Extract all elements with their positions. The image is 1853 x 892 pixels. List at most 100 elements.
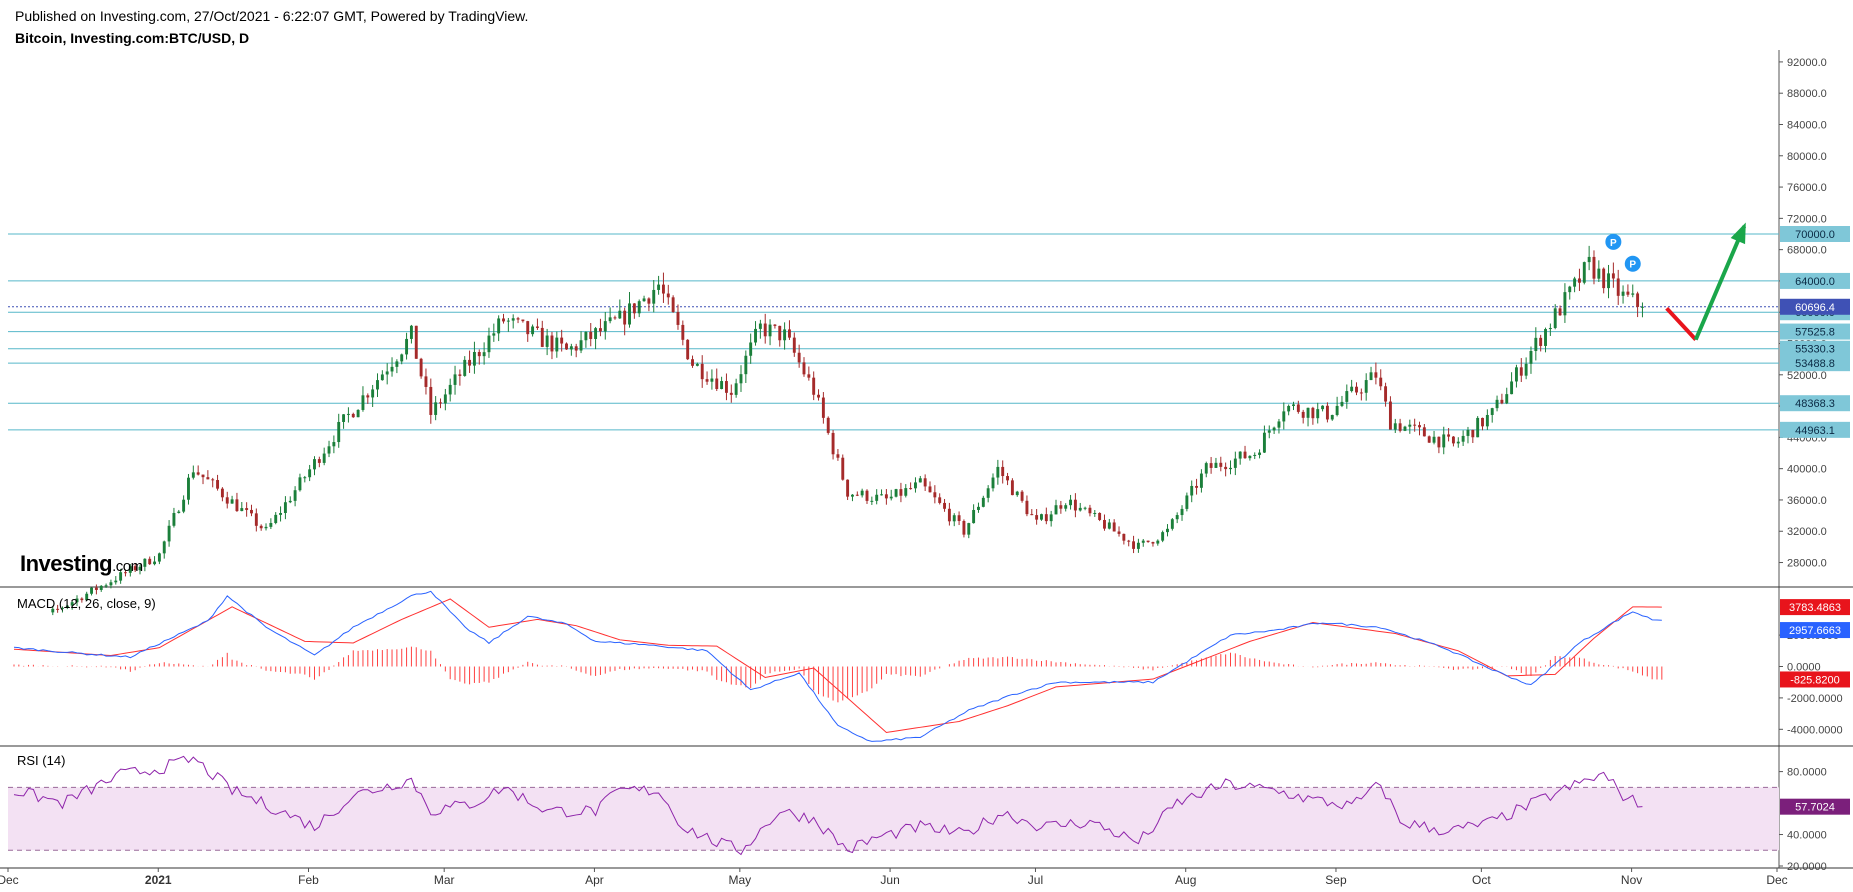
rsi-tick-label: 80.0000: [1787, 767, 1827, 779]
candle-body: [1350, 386, 1354, 392]
candle: [288, 496, 292, 504]
candle-body: [293, 490, 297, 501]
pattern-marker: P: [1605, 233, 1622, 250]
candle: [114, 576, 118, 585]
candle-body: [361, 395, 365, 410]
candle-body: [851, 494, 854, 497]
histogram-value-label: -825.8200: [1780, 671, 1850, 688]
candle-body: [109, 582, 113, 586]
candle-body: [487, 335, 491, 353]
candle: [846, 479, 850, 501]
candle-body: [1258, 452, 1262, 455]
candle-body: [75, 598, 79, 603]
candle: [337, 413, 341, 448]
candle-body: [894, 489, 898, 497]
macd-tick-label: -2000.0000: [1787, 693, 1843, 705]
candle: [201, 474, 205, 485]
marker-label: P: [1629, 260, 1636, 271]
candle: [356, 409, 360, 418]
candle-body: [1393, 423, 1397, 430]
candle-body: [313, 459, 316, 470]
candle-body: [1010, 480, 1014, 496]
candle-body: [201, 474, 205, 478]
candle-body: [157, 553, 161, 562]
candle-body: [1015, 491, 1019, 496]
symbol-title: Bitcoin, Investing.com:BTC/USD, D: [15, 30, 250, 46]
candle-body: [1573, 278, 1577, 287]
candle: [1204, 461, 1208, 478]
candle: [715, 368, 719, 392]
candle-body: [511, 318, 515, 321]
candle-body: [400, 354, 404, 362]
candle: [691, 355, 694, 368]
candle-body: [1049, 514, 1053, 522]
candle: [1098, 512, 1102, 522]
candle-body: [1151, 542, 1155, 544]
candle: [952, 513, 956, 527]
candle: [182, 495, 186, 514]
candle: [487, 327, 491, 358]
candle: [279, 506, 283, 522]
candle-body: [521, 319, 525, 322]
rsi-pane[interactable]: RSI (14): [8, 753, 1779, 856]
candle: [1122, 533, 1126, 545]
candle: [211, 477, 215, 488]
candle-body: [1306, 407, 1310, 418]
candle: [598, 318, 602, 337]
candle: [303, 475, 307, 483]
candle: [1335, 396, 1339, 417]
candle: [647, 297, 651, 312]
candle: [216, 474, 220, 491]
candle: [957, 511, 961, 526]
candle: [1398, 418, 1402, 433]
candle-body: [545, 335, 549, 347]
candle: [943, 498, 946, 512]
macd-pane[interactable]: MACD (12, 26, close, 9): [13, 590, 1663, 742]
price-pane[interactable]: PP: [8, 222, 1779, 616]
candle: [1287, 404, 1291, 416]
candle-body: [1321, 405, 1325, 410]
candle-body: [128, 566, 132, 573]
candle-body: [1359, 392, 1363, 394]
candle: [792, 332, 796, 357]
marker-label: P: [1610, 238, 1617, 249]
candle: [710, 369, 714, 390]
candle: [1117, 526, 1121, 537]
candle-body: [991, 477, 995, 489]
candle: [1427, 435, 1431, 443]
candle-body: [579, 340, 583, 351]
candle: [1524, 357, 1528, 380]
candle: [1519, 358, 1523, 382]
candle: [1481, 417, 1484, 431]
candle-body: [569, 346, 573, 350]
candle: [574, 343, 578, 358]
candle-body: [254, 513, 258, 526]
candle: [264, 523, 268, 531]
candle: [385, 363, 389, 385]
price-tick-label: 84000.0: [1787, 119, 1827, 131]
candle-body: [1233, 458, 1237, 468]
candle-body: [1292, 404, 1295, 406]
candle: [1146, 540, 1150, 543]
candle: [1413, 418, 1417, 432]
candle: [778, 325, 782, 347]
candle: [109, 579, 113, 589]
candle: [923, 474, 927, 491]
level-label: 44963.1: [1780, 421, 1850, 438]
candle: [889, 489, 893, 501]
candle-body: [1325, 405, 1329, 420]
signal-line: [13, 598, 1662, 733]
candle: [1384, 382, 1388, 407]
candle-body: [138, 566, 142, 571]
candle-body: [899, 489, 903, 496]
candle: [1364, 373, 1368, 401]
candle-body: [245, 508, 249, 510]
candle-body: [967, 523, 971, 535]
candle: [443, 388, 447, 411]
candle-body: [1340, 401, 1344, 406]
candle-body: [395, 361, 399, 367]
level-label-bg: [1780, 355, 1850, 372]
candle: [1277, 418, 1281, 434]
candle-body: [1301, 411, 1305, 418]
